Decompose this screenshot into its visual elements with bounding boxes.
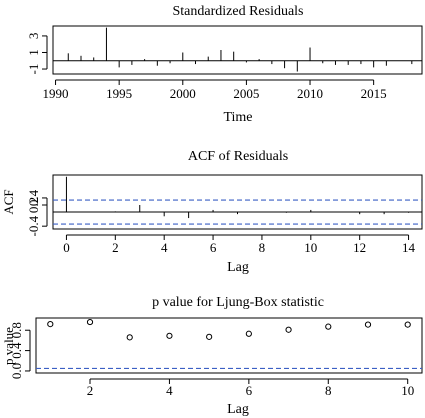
pvalue-point-2	[86, 318, 94, 326]
ljung-box-x-axis: 2 4 6 8 10	[87, 378, 414, 398]
pvalue-point-6	[245, 330, 252, 337]
acf-x-tick-label-1: 2	[112, 240, 119, 255]
ljung-box-x-label: Lag	[227, 402, 249, 417]
residual-y-tick-label-1: 1	[26, 49, 41, 56]
residuals-marks	[53, 27, 422, 72]
ljung-box-y-label: p value	[1, 327, 16, 365]
pvalue-y-tick-label-1: 0.4	[9, 342, 24, 359]
pvalue-point-5	[206, 333, 213, 340]
acf-y-axis: -0.4 0.20.4	[26, 189, 48, 236]
acf-y-tick-label-0: -0.4	[26, 215, 41, 236]
acf-x-tick-label-7: 14	[402, 240, 416, 255]
residual-x-tick-label-1: 1995	[106, 86, 132, 101]
pvalue-point-7	[285, 326, 292, 333]
pvalue-point-4	[166, 332, 173, 339]
ljung-box-plot-frame	[35, 317, 423, 374]
acf-x-tick-label-5: 10	[304, 240, 317, 255]
acf-x-tick-label-4: 8	[259, 240, 266, 255]
acf-panel: ACF of Residuals 0 2 4 6 8 10 12 14 -0.40.20.4 …	[1, 149, 423, 275]
residual-x-tick-label-0: 1990	[43, 86, 69, 101]
acf-plot-frame	[52, 174, 423, 230]
residual-x-tick-label-3: 2005	[233, 86, 259, 101]
acf-title: ACF of Residuals	[188, 149, 288, 164]
residual-y-tick-label-2: 3	[26, 33, 41, 40]
residuals-x-label: Time	[223, 110, 252, 125]
residual-x-tick-label-5: 2015	[361, 86, 387, 101]
acf-x-axis: 0 2 4 6 8 10 12 14	[63, 234, 416, 255]
acf-x-tick-label-0: 0	[63, 240, 70, 255]
pvalue-y-tick-label-2: 0.8	[9, 322, 24, 338]
residual-x-tick-label-2: 2000	[170, 86, 196, 101]
pvalue-x-tick-label-4: 10	[401, 383, 414, 398]
pvalue-point-10	[404, 321, 411, 328]
acf-x-label: Lag	[227, 260, 249, 275]
pvalue-x-tick-label-3: 8	[325, 383, 332, 398]
acf-marks	[53, 176, 422, 225]
ljung-box-marks	[36, 318, 422, 370]
ljung-box-y-axis: 0.0 0.4 0.8	[9, 322, 31, 379]
pvalue-x-tick-label-1: 4	[166, 383, 173, 398]
pvalue-point-3	[126, 334, 133, 341]
pvalue-point-8	[325, 323, 332, 330]
residuals-plot-frame	[52, 25, 423, 75]
residuals-panel: Standardized Residuals 1990 1995 2000 2005 2…	[26, 4, 423, 125]
pvalue-x-tick-label-0: 2	[87, 383, 94, 398]
residuals-x-axis: 1990 1995 2000 2005 2010 2015	[43, 79, 387, 101]
acf-x-tick-label-3: 6	[210, 240, 217, 255]
acf-y-label: ACF	[1, 189, 16, 214]
pvalue-x-tick-label-2: 6	[246, 383, 253, 398]
residuals-title: Standardized Residuals	[172, 4, 303, 19]
residual-y-tick-label-0: -1	[26, 64, 41, 75]
pvalue-point-1	[47, 321, 54, 328]
ljung-box-title: p value for Ljung-Box statistic	[152, 295, 324, 310]
acf-y-tick-label-2: 0.4	[26, 189, 41, 206]
acf-x-tick-label-6: 12	[353, 240, 366, 255]
ljung-box-panel: p value for Ljung-Box statistic 2 4 6 8 10 0…	[1, 295, 423, 417]
acf-y-tick-label-1: 0.2	[26, 197, 41, 213]
acf-x-tick-label-2: 4	[161, 240, 168, 255]
residual-x-tick-label-4: 2010	[297, 86, 323, 101]
residuals-y-axis: -1 1 3	[26, 33, 48, 75]
pvalue-y-tick-label-0: 0.0	[9, 363, 24, 379]
pvalue-point-9	[364, 321, 372, 328]
